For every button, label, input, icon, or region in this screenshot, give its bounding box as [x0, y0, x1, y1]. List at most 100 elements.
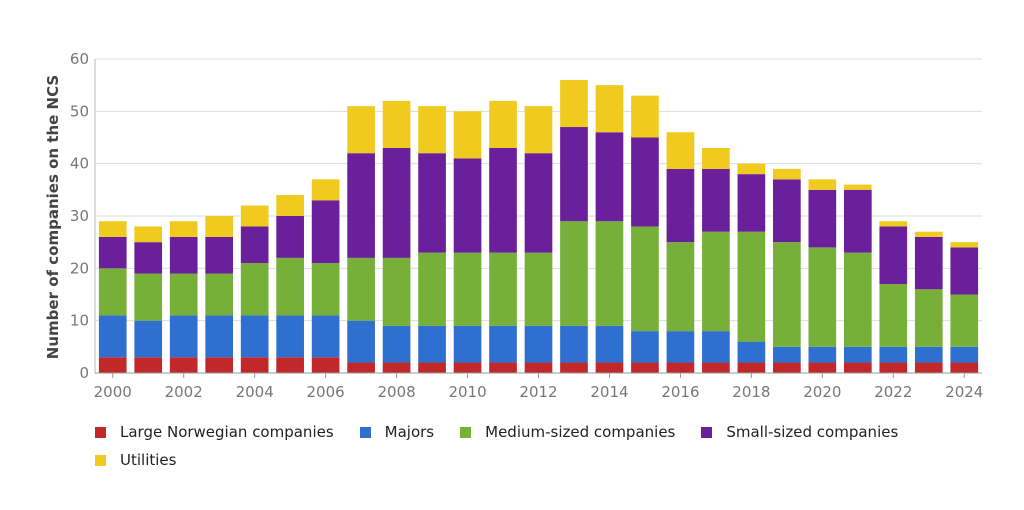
bar-segment — [169, 221, 198, 237]
bar-segment — [205, 357, 234, 373]
bar-segment — [737, 362, 766, 373]
bar-segment — [702, 147, 730, 169]
legend-label: Small-sized companies — [726, 423, 899, 441]
bar-segment — [169, 357, 198, 373]
bar-segment — [560, 325, 588, 363]
x-tick-label: 2006 — [307, 383, 345, 401]
bar-segment — [169, 236, 198, 274]
bar-segment — [595, 362, 624, 373]
bar-segment — [311, 357, 340, 373]
bar-segment — [808, 247, 837, 347]
legend: Large Norwegian companies Majors Medium-si… — [95, 418, 995, 474]
bar-segment — [347, 153, 375, 258]
x-tick-label: 2016 — [661, 383, 699, 401]
bar-segment — [418, 325, 446, 363]
bar-segment — [382, 362, 411, 373]
bar-segment — [595, 85, 624, 133]
y-tick-label: 20 — [70, 259, 89, 277]
bar-segment — [347, 320, 375, 363]
bar-segment — [702, 362, 730, 373]
bar-segment — [879, 226, 908, 285]
bar-segment — [595, 221, 624, 326]
axes — [94, 59, 982, 378]
x-tick-label: 2018 — [732, 383, 770, 401]
bar-segment — [134, 357, 163, 373]
bar-segment — [134, 242, 163, 274]
bar-segment — [914, 362, 943, 373]
x-tick-label: 2010 — [448, 383, 486, 401]
bar-segment — [808, 362, 837, 373]
bar-segment — [595, 325, 624, 363]
legend-swatch — [460, 426, 472, 438]
bar-segment — [773, 179, 801, 243]
bar-segment — [631, 137, 659, 227]
bar-segment — [631, 95, 659, 138]
bar-segment — [524, 106, 553, 154]
bar-segment — [489, 325, 517, 363]
bar-segment — [311, 179, 340, 201]
bar-segment — [98, 357, 127, 373]
bar-segment — [666, 331, 695, 363]
bar-segment — [631, 362, 659, 373]
bar-segment — [524, 252, 553, 326]
x-tick-label: 2002 — [165, 383, 203, 401]
bar-segment — [418, 252, 446, 326]
bar-segment — [666, 132, 695, 169]
bar-segment — [382, 100, 411, 148]
bar-segment — [205, 216, 234, 237]
bar-segment — [98, 236, 127, 269]
legend-label: Majors — [384, 423, 435, 441]
bar-segment — [737, 174, 766, 232]
bar-segment — [950, 294, 979, 347]
y-tick-label: 40 — [70, 155, 89, 173]
bar-segment — [737, 231, 766, 342]
x-tick-label: 2008 — [377, 383, 415, 401]
bar-segment — [914, 231, 943, 237]
bar-segment — [595, 132, 624, 222]
bar-segment — [347, 106, 375, 154]
bar-segment — [666, 362, 695, 373]
bar-segment — [382, 147, 411, 258]
bar-segment — [879, 284, 908, 347]
bar-segment — [879, 221, 908, 227]
bar-segment — [914, 289, 943, 347]
bar-segment — [560, 127, 588, 222]
legend-item: Large Norwegian companies — [95, 418, 334, 446]
bar-segment — [773, 362, 801, 373]
y-tick-label: 10 — [70, 312, 89, 330]
bar-segment — [276, 216, 304, 258]
bar-segment — [240, 357, 269, 373]
y-tick-label: 0 — [79, 364, 89, 382]
bar-segment — [808, 189, 837, 248]
bar-segment — [134, 226, 163, 243]
bar-segment — [453, 158, 482, 253]
bar-segment — [489, 147, 517, 253]
bar-segment — [169, 315, 198, 358]
bar-segment — [524, 325, 553, 363]
bar-segment — [560, 79, 588, 128]
bar-segment — [666, 242, 695, 332]
bar-segment — [205, 315, 234, 358]
legend-swatch — [701, 426, 713, 438]
bar-segment — [382, 257, 411, 326]
bar-segment — [240, 226, 269, 264]
bar-segment — [98, 315, 127, 358]
x-tick-label: 2000 — [94, 383, 132, 401]
bar-segment — [276, 315, 304, 358]
bar-segment — [702, 331, 730, 363]
bar-segment — [773, 242, 801, 347]
legend-item: Small-sized companies — [701, 418, 898, 446]
y-tick-labels: 0 10 20 30 40 50 60 — [70, 50, 89, 382]
y-tick-label: 50 — [70, 102, 89, 120]
bar-segment — [489, 100, 517, 148]
bar-segment — [134, 320, 163, 358]
y-axis-label: Number of companies on the NCS — [44, 75, 62, 359]
x-tick-label: 2024 — [945, 383, 983, 401]
bar-segment — [418, 362, 446, 373]
bar-segment — [808, 346, 837, 363]
bar-segment — [347, 362, 375, 373]
bar-segment — [914, 346, 943, 363]
y-tick-label: 60 — [70, 50, 89, 68]
bar-segment — [276, 257, 304, 316]
legend-label: Utilities — [120, 451, 177, 469]
